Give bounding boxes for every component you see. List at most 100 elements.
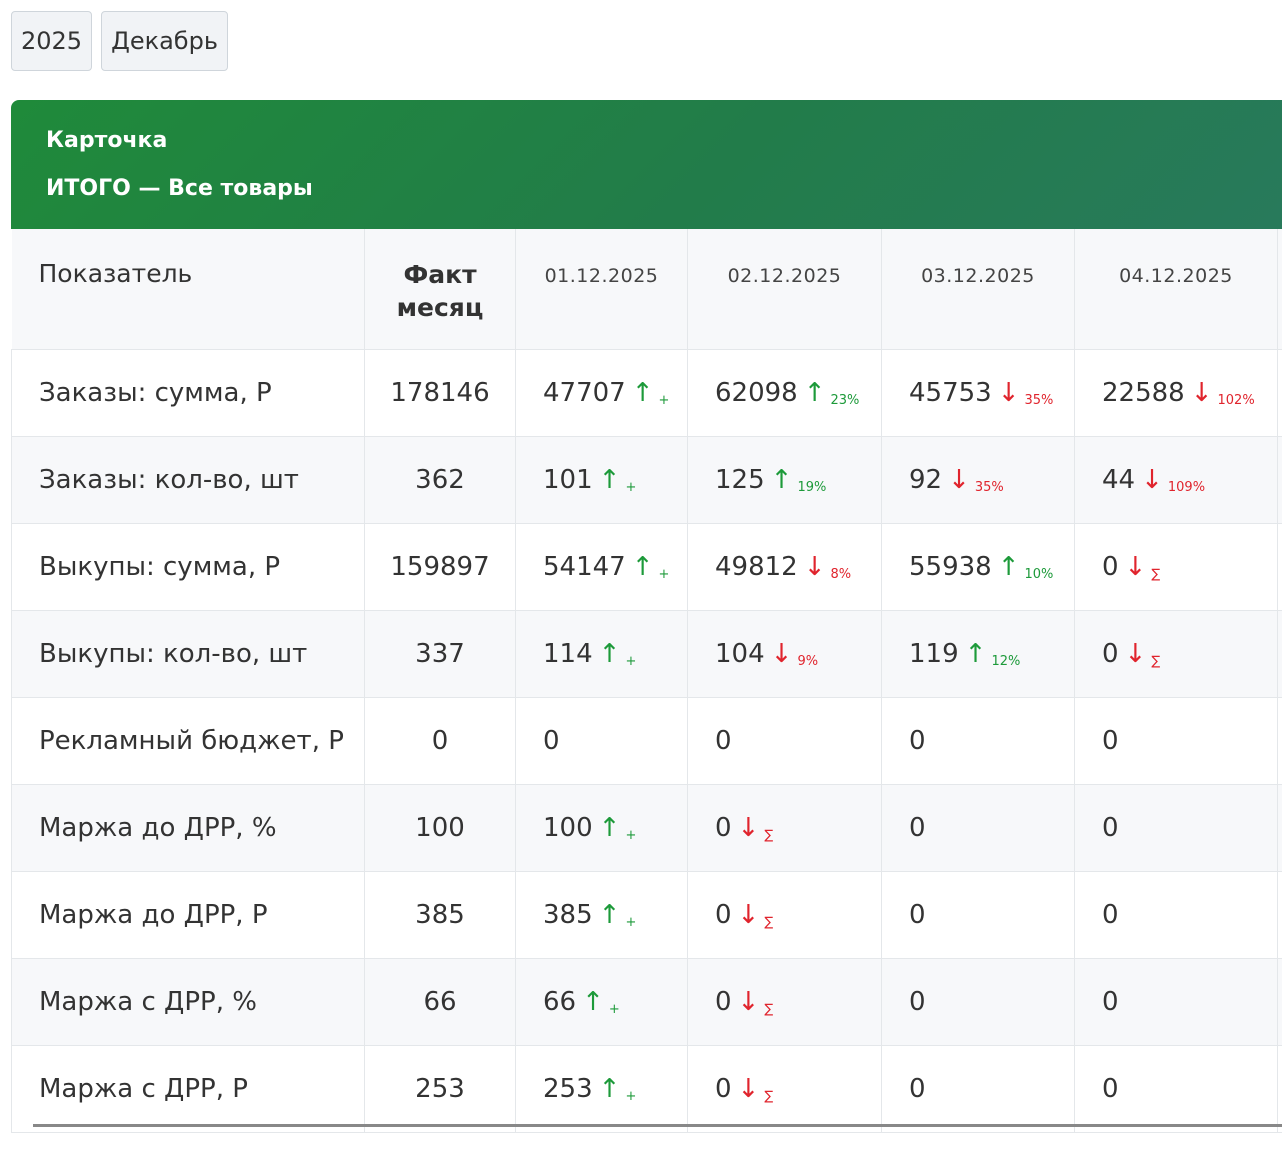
day-cell: 0 <box>882 958 1075 1045</box>
change-indicator: + <box>625 915 636 930</box>
day-cell: 54147↑+ <box>516 523 688 610</box>
day-cell: 0 <box>1075 871 1278 958</box>
arrow-down-icon: ↓ <box>738 813 760 843</box>
arrow-down-icon: ↓ <box>1141 465 1163 495</box>
card-header: Карточка ИТОГО — Все товары <box>11 100 1282 229</box>
card-subtitle: ИТОГО — Все товары <box>46 176 313 201</box>
day-cell: 45753↓35% <box>882 349 1075 436</box>
day-cell: 385↑+ <box>516 871 688 958</box>
metric-label: Рекламный бюджет, Р <box>12 697 365 784</box>
overflow-cell <box>1278 871 1282 958</box>
change-indicator: 23% <box>831 393 860 408</box>
change-indicator: + <box>625 654 636 669</box>
change-indicator: 102% <box>1218 393 1255 408</box>
arrow-up-icon: ↑ <box>599 639 621 669</box>
change-indicator: 35% <box>975 480 1004 495</box>
day-value: 104 <box>715 639 765 669</box>
month-select[interactable]: Декабрь <box>101 11 228 71</box>
day-cell: 0↓∑ <box>688 958 882 1045</box>
year-select[interactable]: 2025 <box>11 11 92 71</box>
day-cell: 253↑+ <box>516 1045 688 1132</box>
day-value: 101 <box>543 465 593 495</box>
day-value: 0 <box>909 1074 926 1104</box>
day-value: 0 <box>909 900 926 930</box>
day-cell: 66↑ + <box>516 958 688 1045</box>
table-header-row: Показатель Факт месяц 01.12.2025 02.12.2… <box>12 229 1282 349</box>
card-title: Карточка <box>46 128 167 153</box>
column-header-date: 01.12.2025 <box>516 229 688 349</box>
metric-label: Маржа с ДРР, Р <box>12 1045 365 1132</box>
change-indicator: ∑ <box>764 1002 773 1017</box>
day-cell: 0 <box>882 1045 1075 1132</box>
column-header-date: 02.12.2025 <box>688 229 882 349</box>
change-indicator: 109% <box>1168 480 1205 495</box>
day-value: 54147 <box>543 552 626 582</box>
day-value: 0 <box>1102 1074 1119 1104</box>
day-cell: 0 <box>882 784 1075 871</box>
arrow-down-icon: ↓ <box>1191 378 1213 408</box>
day-cell: 47707↑+ <box>516 349 688 436</box>
column-header-metric: Показатель <box>12 229 365 349</box>
fact-month-value: 66 <box>365 958 516 1045</box>
day-value: 385 <box>543 900 593 930</box>
change-indicator: + <box>609 1002 620 1017</box>
fact-month-value: 337 <box>365 610 516 697</box>
day-cell: 55938↑10% <box>882 523 1075 610</box>
day-value: 0 <box>1102 900 1119 930</box>
change-indicator: 9% <box>797 654 818 669</box>
day-value: 0 <box>909 987 926 1017</box>
arrow-up-icon: ↑ <box>599 1074 621 1104</box>
metric-label: Выкупы: кол-во, шт <box>12 610 365 697</box>
column-header-fact-line2: месяц <box>397 293 484 322</box>
day-cell: 0↓∑ <box>688 784 882 871</box>
overflow-cell <box>1278 1045 1282 1132</box>
fact-month-value: 178146 <box>365 349 516 436</box>
day-cell: 125↑19% <box>688 436 882 523</box>
arrow-down-icon: ↓ <box>738 900 760 930</box>
column-header-fact-line1: Факт <box>403 260 476 289</box>
horizontal-scrollbar[interactable] <box>33 1124 1282 1127</box>
day-value: 0 <box>909 813 926 843</box>
day-cell: 44↓109% <box>1075 436 1278 523</box>
day-cell: 22588↓102% <box>1075 349 1278 436</box>
day-cell: 0 <box>1075 1045 1278 1132</box>
day-cell: 0↓∑ <box>1075 610 1278 697</box>
day-cell: 0 <box>1075 697 1278 784</box>
day-cell: 0↓∑ <box>688 1045 882 1132</box>
change-indicator: + <box>625 480 636 495</box>
arrow-up-icon: ↑ <box>582 987 604 1017</box>
arrow-up-icon: ↑ <box>965 639 987 669</box>
change-indicator: 10% <box>1025 567 1054 582</box>
day-cell: 0 <box>1075 958 1278 1045</box>
fact-month-value: 0 <box>365 697 516 784</box>
arrow-up-icon: ↑ <box>998 552 1020 582</box>
fact-month-value: 100 <box>365 784 516 871</box>
day-value: 119 <box>909 639 959 669</box>
day-cell: 104↓9% <box>688 610 882 697</box>
day-value: 66 <box>543 987 576 1017</box>
overflow-cell <box>1278 958 1282 1045</box>
metric-label: Маржа с ДРР, % <box>12 958 365 1045</box>
day-value: 0 <box>715 987 732 1017</box>
day-value: 49812 <box>715 552 798 582</box>
change-indicator: + <box>625 828 636 843</box>
arrow-up-icon: ↑ <box>632 378 654 408</box>
metric-label: Выкупы: сумма, Р <box>12 523 365 610</box>
arrow-down-icon: ↓ <box>738 1074 760 1104</box>
column-header-fact-month: Факт месяц <box>365 229 516 349</box>
column-header-overflow <box>1278 229 1282 349</box>
day-cell: 92↓35% <box>882 436 1075 523</box>
fact-month-value: 362 <box>365 436 516 523</box>
metric-label: Заказы: сумма, Р <box>12 349 365 436</box>
fact-month-value: 253 <box>365 1045 516 1132</box>
day-value: 0 <box>1102 987 1119 1017</box>
arrow-down-icon: ↓ <box>998 378 1020 408</box>
arrow-down-icon: ↓ <box>1125 552 1147 582</box>
day-cell: 0 <box>882 697 1075 784</box>
day-cell: 101↑+ <box>516 436 688 523</box>
arrow-up-icon: ↑ <box>632 552 654 582</box>
